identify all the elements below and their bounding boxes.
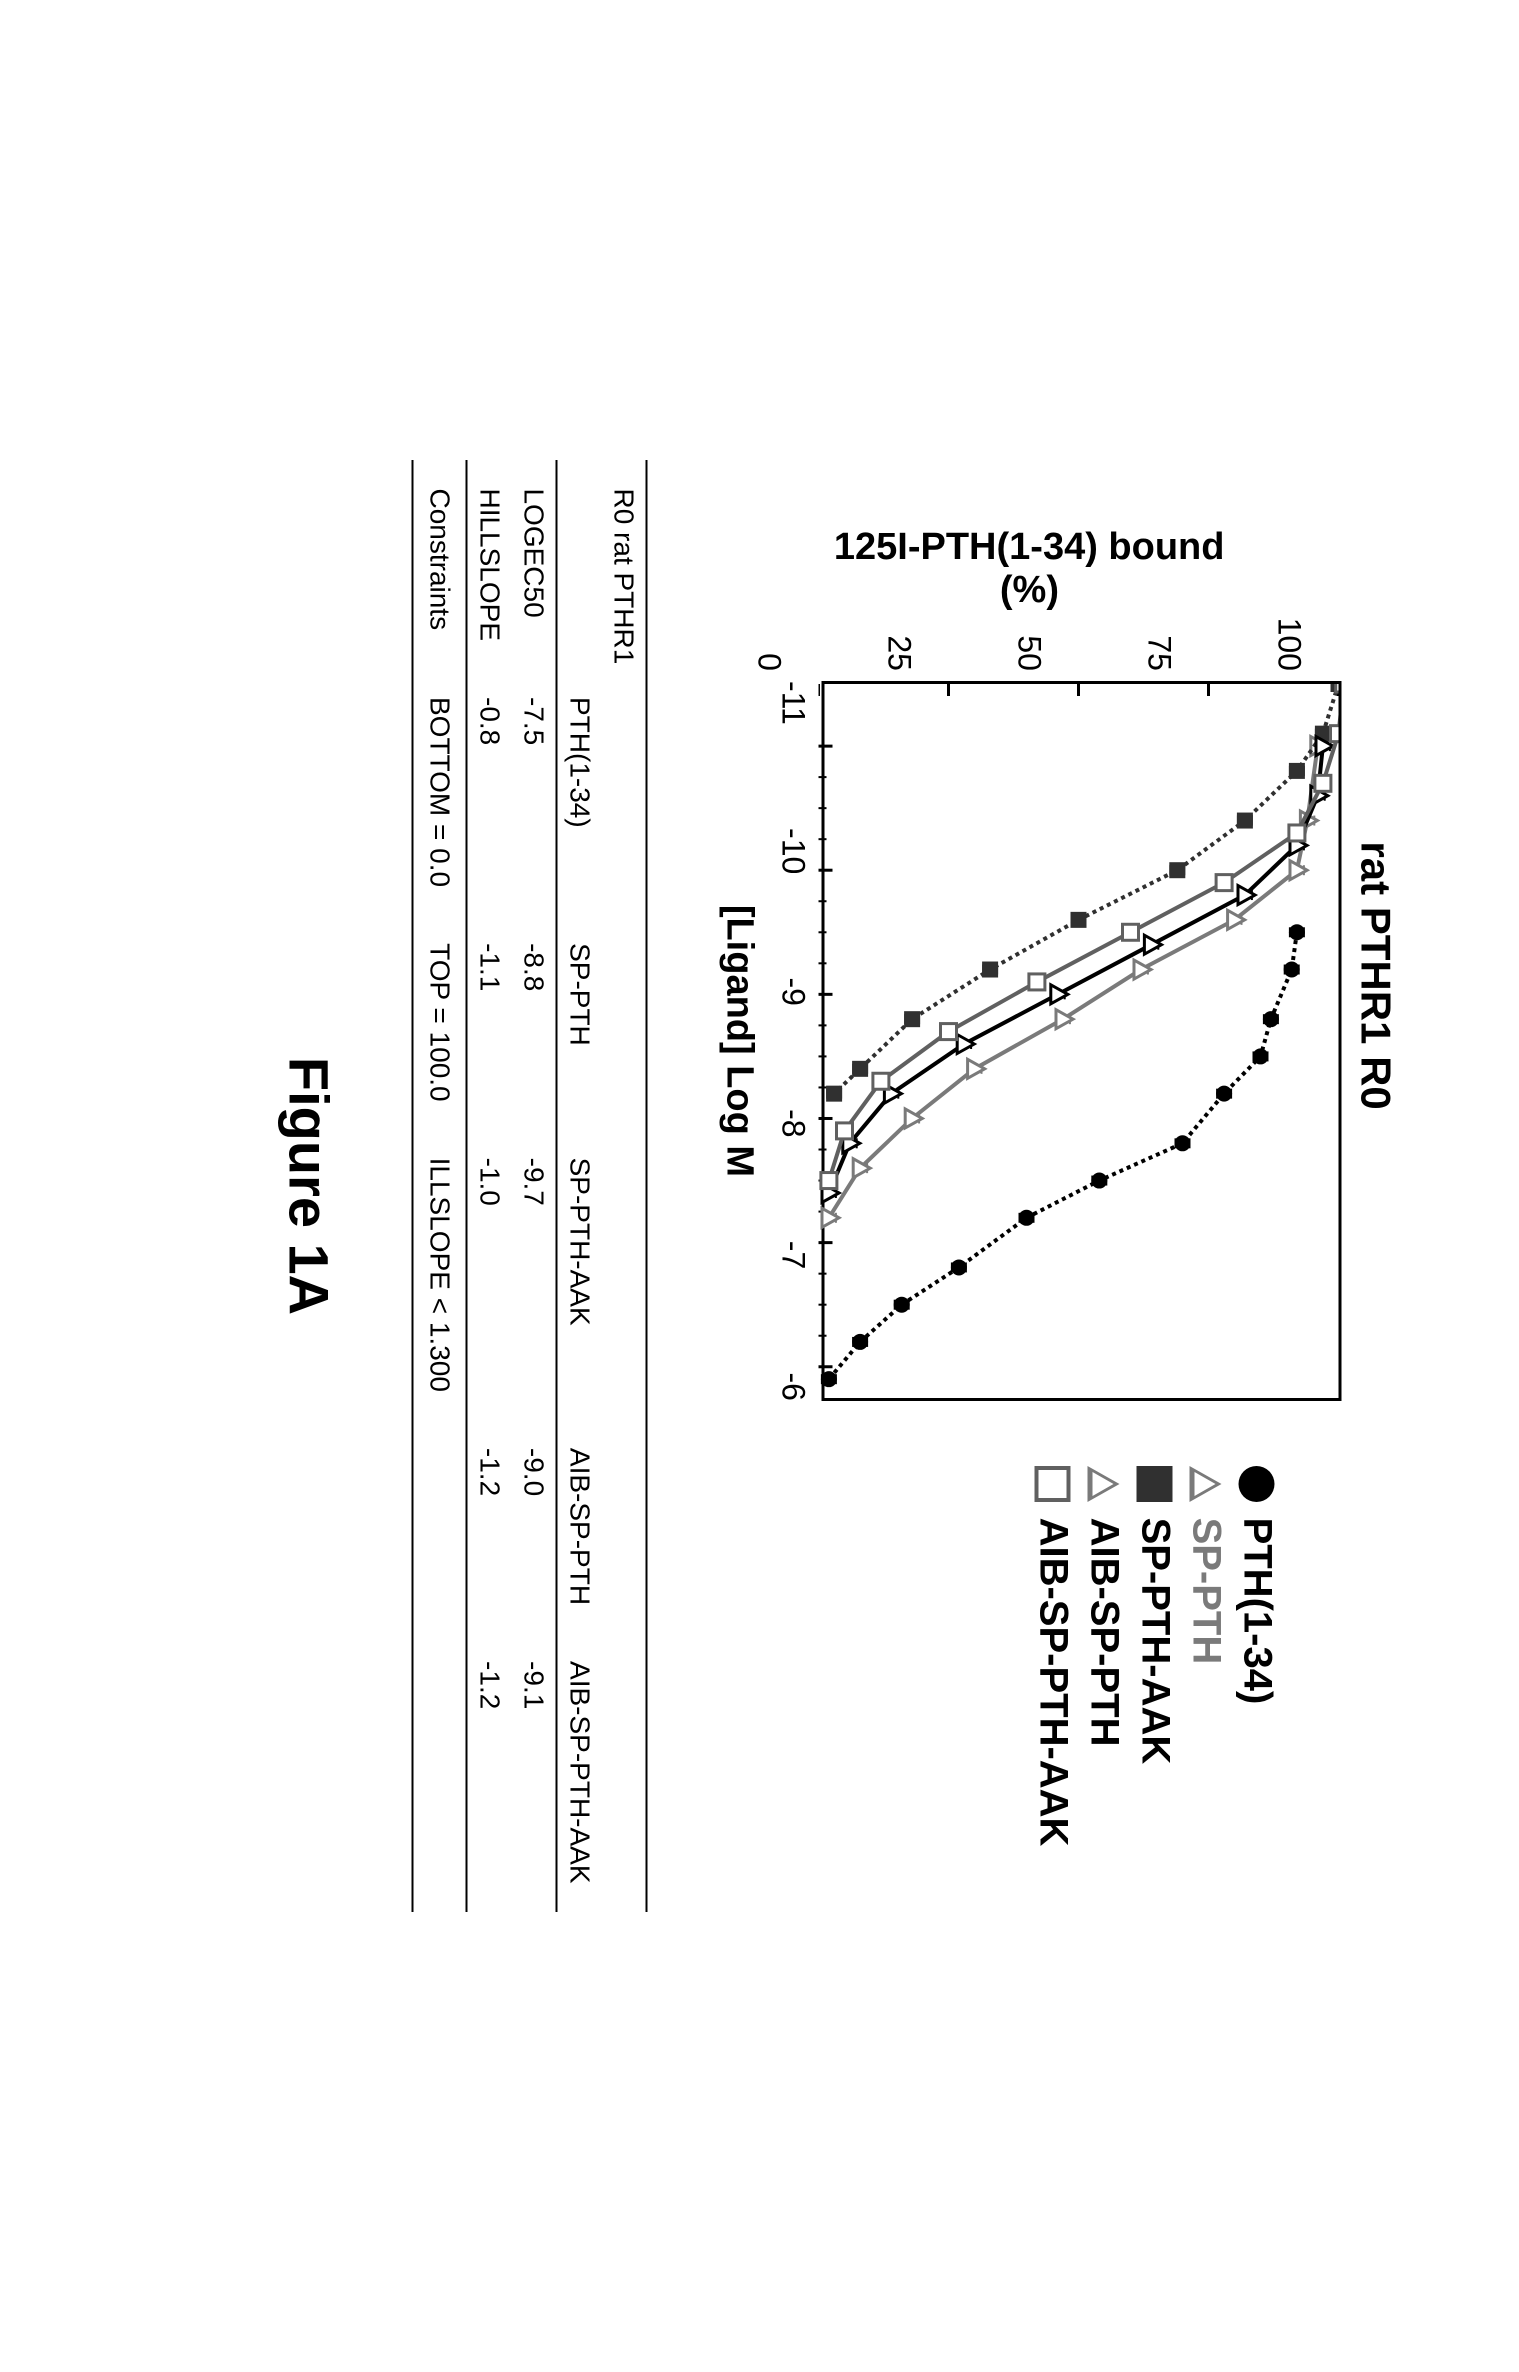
table-column-header: SP-PTH-AAK <box>556 1130 601 1420</box>
chart-title: rat PTHR1 R0 <box>1351 526 1399 1426</box>
legend-item: AIB-SP-PTH <box>1081 1466 1126 1847</box>
chart-area: rat PTHR1 R0 125I-PTH(1-34) bound (%) 10… <box>717 526 1399 1426</box>
table-cell: -8.8 <box>511 915 556 1130</box>
table-cell: -7.5 <box>511 669 556 915</box>
table-column-header: PTH(1-34) <box>556 669 601 915</box>
table-cell: -9.0 <box>511 1420 556 1633</box>
legend-marker-icon <box>1190 1466 1222 1502</box>
results-table: R0 rat PTHR1PTH(1-34)SP-PTHSP-PTH-AAKAIB… <box>411 460 647 1911</box>
constraint-value: ILLSLOPE < 1.300 <box>412 1130 466 1420</box>
y-axis-ticks: 1007550250 <box>769 618 1289 681</box>
legend-label: AIB-SP-PTH <box>1081 1518 1126 1747</box>
table-row-label: LOGEC50 <box>511 460 556 669</box>
table-cell: -1.1 <box>466 915 511 1130</box>
legend-item: PTH(1-34) <box>1234 1466 1279 1847</box>
table-cell: -9.7 <box>511 1130 556 1420</box>
table-row-label: HILLSLOPE <box>466 460 511 669</box>
legend-item: AIB-SP-PTH-AAK <box>1030 1466 1075 1847</box>
legend: PTH(1-34)SP-PTHSP-PTH-AAKAIB-SP-PTHAIB-S… <box>1024 1466 1279 1847</box>
legend-label: PTH(1-34) <box>1234 1518 1279 1705</box>
legend-label: SP-PTH-AAK <box>1132 1518 1177 1765</box>
plot-box <box>821 681 1341 1401</box>
legend-marker-icon <box>1035 1466 1071 1502</box>
legend-marker-icon <box>1239 1466 1275 1502</box>
table-column-header: SP-PTH <box>556 915 601 1130</box>
table-cell: -1.2 <box>466 1420 511 1633</box>
table-column-header: AIB-SP-PTH <box>556 1420 601 1633</box>
table-title: R0 rat PTHR1 <box>601 460 646 1911</box>
table-column-header: AIB-SP-PTH-AAK <box>556 1633 601 1911</box>
legend-marker-icon <box>1088 1466 1120 1502</box>
x-axis-label: [Ligand] Log M <box>717 681 760 1401</box>
constraint-value: BOTTOM = 0.0 <box>412 669 466 915</box>
legend-item: SP-PTH-AAK <box>1132 1466 1177 1847</box>
figure-label: Figure 1A <box>276 1057 341 1315</box>
legend-marker-icon <box>1137 1466 1173 1502</box>
legend-label: AIB-SP-PTH-AAK <box>1030 1518 1075 1847</box>
y-axis-label: 125I-PTH(1-34) bound (%) <box>834 526 1225 612</box>
constraint-value: TOP = 100.0 <box>412 915 466 1130</box>
table-cell: -0.8 <box>466 669 511 915</box>
legend-item: SP-PTH <box>1183 1466 1228 1847</box>
x-axis-ticks: -11-10-9-8-7-6 <box>774 681 811 1401</box>
table-cell: -1.2 <box>466 1633 511 1911</box>
legend-label: SP-PTH <box>1183 1518 1228 1665</box>
constraints-label: Constraints <box>412 460 466 669</box>
table-cell: -9.1 <box>511 1633 556 1911</box>
table-cell: -1.0 <box>466 1130 511 1420</box>
